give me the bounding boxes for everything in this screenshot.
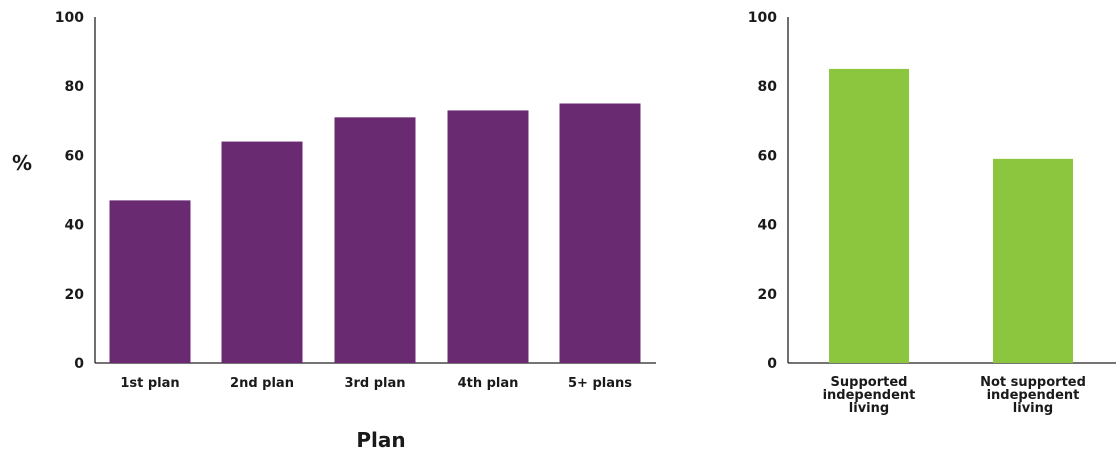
right-category-label: Supported independent living bbox=[823, 375, 916, 416]
right-bar bbox=[993, 158, 1073, 363]
left-category-label: 5+ plans bbox=[568, 376, 632, 391]
left-category-label: 4th plan bbox=[458, 376, 519, 391]
right-y-tick-label: 40 bbox=[758, 218, 778, 234]
right-y-tick-label: 20 bbox=[758, 287, 778, 303]
left-bar bbox=[221, 141, 303, 363]
left-category-label: 2nd plan bbox=[230, 376, 294, 391]
left-bar bbox=[447, 110, 529, 363]
right-y-tick-label: 60 bbox=[758, 148, 778, 164]
left-bar bbox=[109, 200, 191, 363]
left-category-label: 1st plan bbox=[120, 376, 179, 391]
right-y-tick-label: 80 bbox=[758, 79, 778, 95]
left-bar bbox=[559, 103, 641, 363]
chart-right: 0 20 40 60 80 100 Supported independent living No… bbox=[748, 10, 1116, 416]
left-bar bbox=[334, 117, 416, 363]
x-axis-title: Plan bbox=[356, 428, 405, 452]
chart-left: % Plan 0 20 40 60 80 100 1st plan 2nd plan 3rd p… bbox=[12, 10, 656, 452]
left-y-tick-label: 0 bbox=[74, 356, 84, 372]
right-y-tick-label: 100 bbox=[748, 10, 777, 26]
left-y-tick-label: 80 bbox=[65, 79, 85, 95]
right-y-tick-label: 0 bbox=[767, 356, 777, 372]
y-axis-title: % bbox=[12, 151, 32, 175]
left-y-tick-label: 20 bbox=[65, 287, 85, 303]
right-bar bbox=[829, 68, 909, 364]
left-category-label: 3rd plan bbox=[344, 376, 405, 391]
left-y-tick-label: 40 bbox=[65, 218, 85, 234]
right-category-label: Not supported independent living bbox=[980, 375, 1086, 416]
left-y-tick-label: 100 bbox=[55, 10, 84, 26]
left-y-tick-label: 60 bbox=[65, 148, 85, 164]
